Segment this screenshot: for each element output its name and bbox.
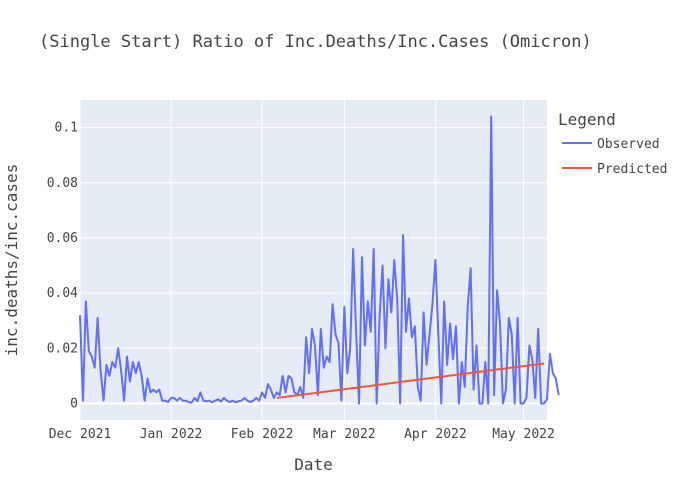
y-tick-label: 0.08 bbox=[47, 176, 78, 191]
series-lines bbox=[79, 115, 560, 405]
x-tick-label: Apr 2022 bbox=[404, 427, 467, 442]
x-tick-label: Feb 2022 bbox=[231, 427, 294, 442]
y-tick-label: 0.04 bbox=[47, 286, 78, 301]
chart-title: (Single Start) Ratio of Inc.Deaths/Inc.C… bbox=[39, 32, 592, 52]
y-axis-ticks: 0 0.02 0.04 0.06 0.08 0.1 bbox=[47, 121, 78, 412]
plot-area bbox=[80, 100, 547, 420]
x-tick-label: Jan 2022 bbox=[140, 427, 203, 442]
observed-line bbox=[79, 115, 560, 405]
x-tick-label: May 2022 bbox=[492, 427, 555, 442]
legend-item-label: Observed bbox=[597, 137, 660, 152]
legend[interactable]: Legend Observed Predicted bbox=[558, 110, 667, 177]
x-axis-ticks: Dec 2021 Jan 2022 Feb 2022 Mar 2022 Apr 2022… bbox=[49, 427, 555, 442]
legend-title: Legend bbox=[558, 110, 616, 129]
x-tick-label: Mar 2022 bbox=[313, 427, 376, 442]
x-axis-title: Date bbox=[294, 455, 333, 474]
x-tick-label: Dec 2021 bbox=[49, 427, 112, 442]
legend-items: Observed Predicted bbox=[562, 137, 667, 177]
y-tick-label: 0.02 bbox=[47, 341, 78, 356]
y-axis-title: inc.deaths/inc.cases bbox=[2, 164, 21, 357]
predicted-line bbox=[276, 362, 545, 399]
y-tick-label: 0.06 bbox=[47, 231, 78, 246]
legend-item-label: Predicted bbox=[597, 162, 667, 177]
y-tick-label: 0.1 bbox=[55, 121, 78, 136]
y-tick-label: 0 bbox=[70, 396, 78, 411]
